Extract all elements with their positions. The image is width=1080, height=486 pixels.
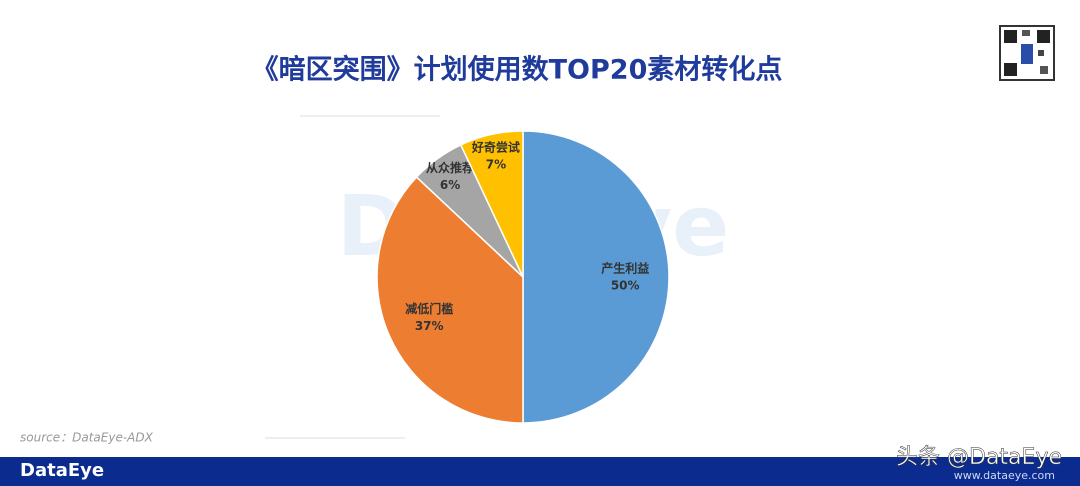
slice-label: 从众推荐 — [426, 160, 474, 175]
value-label: 37% — [415, 319, 444, 333]
qr-code — [999, 25, 1055, 81]
value-label: 6% — [440, 178, 460, 192]
footer-account: 头条 @DataEye — [896, 445, 1062, 470]
footer-bar — [0, 457, 1080, 486]
pie-slice — [459, 130, 524, 278]
pie: 产生利益 50% 减低门槛 37% 从众推荐 6% 好奇尝试 7% — [376, 130, 670, 424]
chart-title: 《暗区突围》计划使用数TOP20素材转化点 — [252, 54, 783, 86]
pie-slice — [522, 130, 670, 424]
value-label: 7% — [486, 157, 506, 171]
slice-label: 产生利益 — [601, 261, 649, 276]
slice-label: 减低门槛 — [405, 301, 453, 316]
source: source：DataEye-ADX — [20, 431, 154, 445]
pie-slice — [376, 175, 524, 424]
footer-brand: DataEye — [20, 460, 104, 481]
footer-website: www.dataeye.com — [954, 469, 1055, 482]
slice-label: 好奇尝试 — [471, 139, 520, 154]
value-label: 50% — [611, 279, 640, 293]
